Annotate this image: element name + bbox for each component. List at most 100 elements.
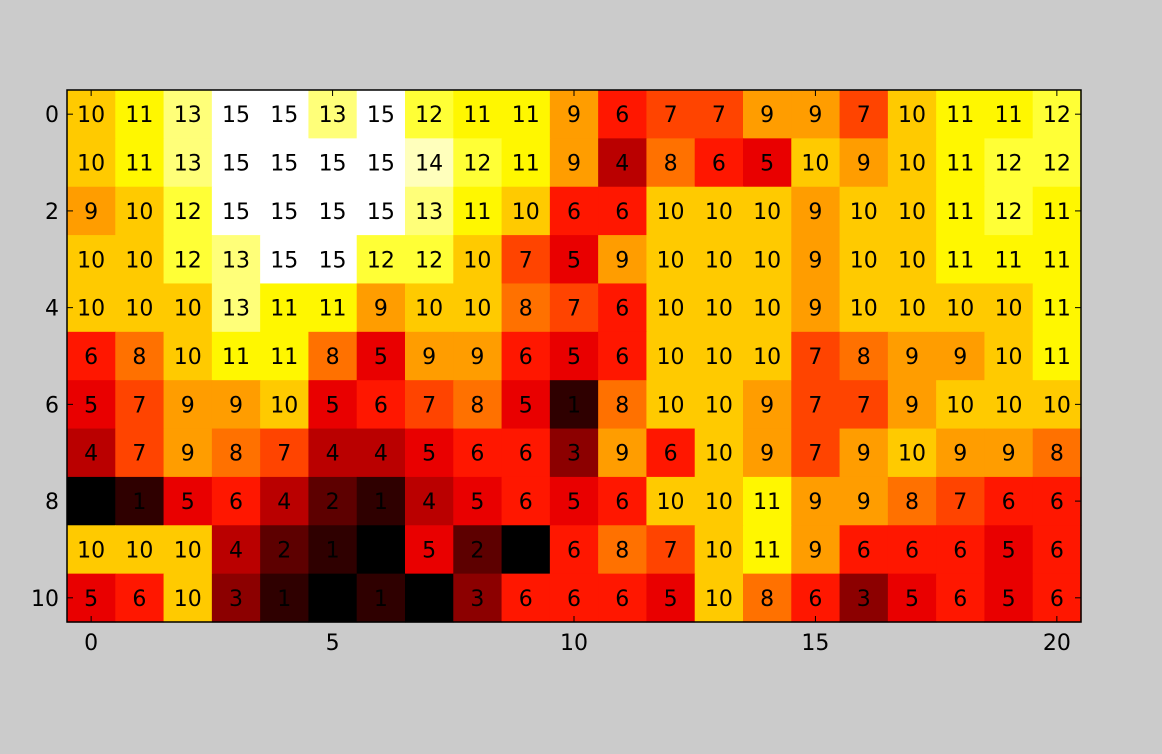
cell-value-label: 8 (519, 297, 533, 322)
cell-value-label: 10 (125, 248, 153, 273)
y-tick-label: 0 (45, 103, 59, 128)
heatmap-cell (936, 573, 986, 623)
heatmap-cell (549, 90, 599, 139)
heatmap-cell (453, 573, 503, 623)
heatmap-cell (405, 283, 454, 333)
heatmap-cell (163, 428, 213, 478)
y-tick-label: 6 (45, 393, 59, 418)
cell-value-label: 10 (174, 538, 202, 563)
cell-value-label: 2 (470, 538, 484, 563)
heatmap-cell (549, 476, 599, 526)
heatmap-cell (356, 90, 406, 139)
heatmap-cell (453, 428, 503, 478)
heatmap-cell (405, 138, 454, 188)
heatmap-cell (67, 476, 116, 526)
heatmap-cell (308, 476, 358, 526)
cell-value-label: 9 (953, 442, 967, 467)
cell-value-label: 10 (657, 490, 685, 515)
cell-value-label: 10 (657, 297, 685, 322)
heatmap-cell (839, 428, 889, 478)
cell-value-label: 1 (567, 393, 581, 418)
heatmap-cell (308, 573, 358, 623)
heatmap-cell (646, 525, 696, 575)
cell-value-label: 10 (995, 393, 1023, 418)
heatmap-cell (984, 380, 1034, 430)
heatmap-cell (839, 331, 889, 381)
cell-value-label: 4 (84, 442, 98, 467)
cell-value-label: 9 (857, 442, 871, 467)
heatmap-cell (549, 380, 599, 430)
cell-value-label: 9 (374, 297, 388, 322)
cell-value-label: 10 (995, 345, 1023, 370)
cell-value-label: 11 (946, 200, 974, 225)
heatmap-cell (743, 90, 792, 139)
heatmap-cell (936, 138, 986, 188)
heatmap-cell (67, 331, 116, 381)
heatmap-cell (501, 235, 551, 285)
heatmap-cell (743, 380, 792, 430)
heatmap-cell (163, 90, 213, 139)
cell-value-label: 8 (229, 442, 243, 467)
cell-value-label: 6 (229, 490, 243, 515)
heatmap-cell (405, 90, 454, 139)
cell-value-label: 12 (174, 200, 202, 225)
cell-value-label: 10 (512, 200, 540, 225)
cell-value-label: 7 (808, 442, 822, 467)
heatmap-cell (67, 525, 116, 575)
cell-value-label: 9 (953, 345, 967, 370)
cell-value-label: 8 (1050, 442, 1064, 467)
heatmap-cell (356, 138, 406, 188)
heatmap-cell (598, 428, 648, 478)
cell-value-label: 12 (995, 200, 1023, 225)
heatmap-cell (453, 90, 503, 139)
heatmap-cell (211, 380, 261, 430)
cell-value-label: 9 (905, 345, 919, 370)
heatmap-cell (308, 138, 358, 188)
heatmap-cell (887, 186, 937, 236)
heatmap-cell (694, 235, 744, 285)
heatmap-cell (646, 380, 696, 430)
heatmap-cell (67, 138, 116, 188)
cell-value-label: 15 (222, 200, 250, 225)
cell-value-label: 1 (374, 490, 388, 515)
cell-value-label: 9 (470, 345, 484, 370)
cell-value-label: 15 (319, 200, 347, 225)
heatmap-cell (115, 90, 165, 139)
heatmap-cell (984, 283, 1034, 333)
heatmap-cell (260, 428, 310, 478)
heatmap-cell (791, 476, 841, 526)
heatmap-cell (405, 476, 454, 526)
cell-value-label: 9 (84, 200, 98, 225)
cell-value-label: 13 (174, 103, 202, 128)
cell-value-label: 12 (995, 152, 1023, 177)
cell-value-label: 0 (422, 587, 436, 612)
cell-value-label: 0 (84, 490, 98, 515)
cell-value-label: 9 (808, 490, 822, 515)
heatmap-cell (163, 186, 213, 236)
heatmap-cell (501, 283, 551, 333)
y-tick-label: 8 (45, 490, 59, 515)
heatmap-cell (308, 90, 358, 139)
heatmap-cell (260, 283, 310, 333)
x-tick-label: 0 (84, 631, 98, 656)
cell-value-label: 6 (519, 345, 533, 370)
heatmap-cell (260, 525, 310, 575)
heatmap-cell (743, 283, 792, 333)
cell-value-label: 11 (1043, 248, 1071, 273)
cell-value-label: 8 (664, 152, 678, 177)
cell-value-label: 13 (222, 297, 250, 322)
heatmap-cell (67, 186, 116, 236)
heatmap-cell (549, 186, 599, 236)
heatmap-cell (308, 428, 358, 478)
cell-value-label: 10 (705, 490, 733, 515)
cell-value-label: 5 (422, 442, 436, 467)
cell-value-label: 11 (270, 297, 298, 322)
cell-value-label: 7 (857, 103, 871, 128)
cell-value-label: 6 (953, 538, 967, 563)
heatmap-cell (694, 283, 744, 333)
cell-value-label: 9 (808, 538, 822, 563)
heatmap-cell (260, 331, 310, 381)
cell-value-label: 9 (905, 393, 919, 418)
cell-value-label: 9 (615, 248, 629, 273)
cell-value-label: 10 (77, 103, 105, 128)
